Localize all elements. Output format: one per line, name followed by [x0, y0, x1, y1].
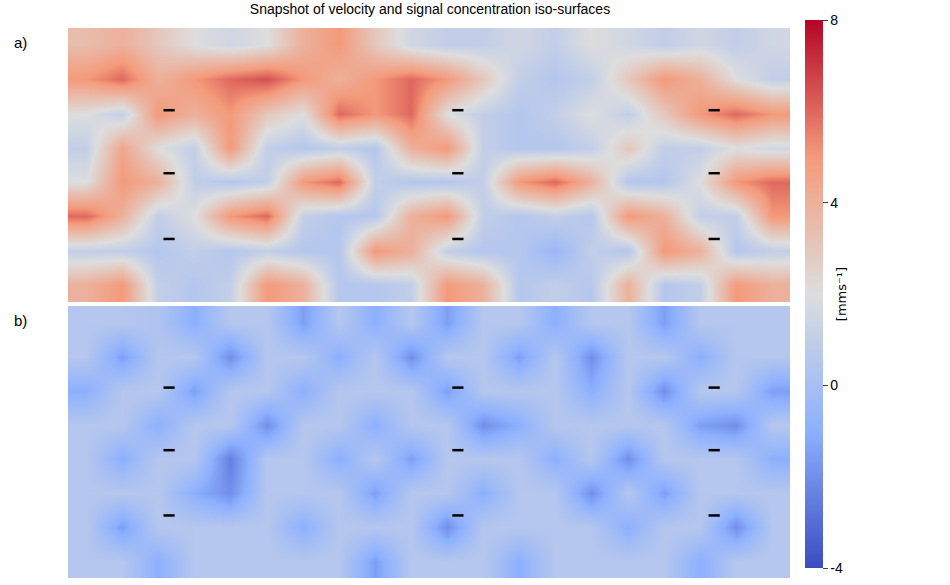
svg-text:[mms⁻¹]: [mms⁻¹] — [834, 267, 849, 321]
svg-text:b): b) — [14, 312, 27, 329]
svg-text:a): a) — [14, 34, 27, 51]
svg-text:4: 4 — [830, 195, 838, 211]
svg-text:0: 0 — [830, 377, 838, 393]
svg-text:-4: -4 — [830, 560, 843, 576]
svg-text:8: 8 — [830, 12, 838, 28]
svg-text:Snapshot of velocity and signa: Snapshot of velocity and signal concentr… — [250, 1, 610, 17]
